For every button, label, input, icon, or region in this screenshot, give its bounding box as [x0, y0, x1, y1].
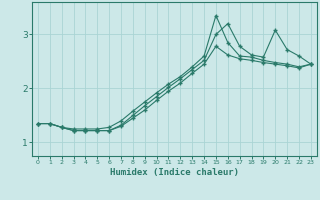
X-axis label: Humidex (Indice chaleur): Humidex (Indice chaleur)	[110, 168, 239, 177]
